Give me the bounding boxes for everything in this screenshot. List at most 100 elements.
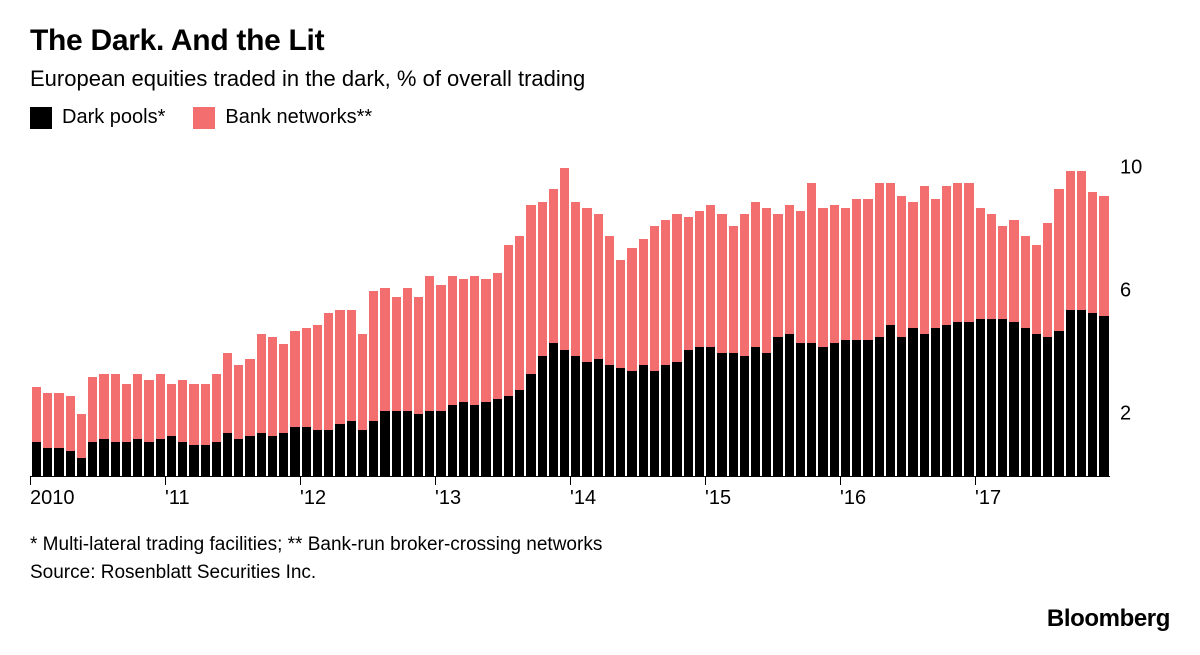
plot-area: 2610 [30, 137, 1110, 477]
bar-segment-dark-pools [841, 340, 850, 476]
bar-segment-bank-networks [785, 205, 794, 334]
bar-segment-bank-networks [1032, 245, 1041, 334]
bar-segment-dark-pools [998, 319, 1007, 476]
bar-segment-bank-networks [841, 208, 850, 341]
bar-segment-bank-networks [751, 202, 760, 347]
bar-segment-bank-networks [549, 189, 558, 343]
bar-segment-dark-pools [560, 350, 569, 476]
bar-segment-bank-networks [335, 310, 344, 424]
bar-segment-dark-pools [538, 356, 547, 476]
bar-segment-bank-networks [684, 217, 693, 350]
bar-segment-bank-networks [392, 297, 401, 411]
bar-column [99, 137, 108, 476]
bar-column [1088, 137, 1097, 476]
bar-segment-dark-pools [931, 328, 940, 476]
bar-column [661, 137, 670, 476]
x-tick-label: '16 [840, 487, 866, 510]
bar-column [234, 137, 243, 476]
swatch-dark-pools [30, 107, 52, 129]
bar-segment-dark-pools [863, 340, 872, 476]
bar-segment-dark-pools [684, 350, 693, 476]
bar-segment-bank-networks [650, 226, 659, 371]
bar-segment-dark-pools [290, 427, 299, 476]
chart-title: The Dark. And the Lit [30, 24, 1170, 58]
bar-segment-dark-pools [830, 343, 839, 476]
x-tick [570, 477, 571, 485]
bar-segment-dark-pools [1043, 337, 1052, 476]
x-tick [975, 477, 976, 485]
bar-segment-bank-networks [347, 310, 356, 421]
bar-segment-dark-pools [88, 442, 97, 476]
bar-segment-dark-pools [661, 365, 670, 476]
x-tick [30, 477, 31, 485]
bar-column [1043, 137, 1052, 476]
bar-column [672, 137, 681, 476]
bar-segment-bank-networks [111, 374, 120, 442]
bar-column [156, 137, 165, 476]
bar-column [448, 137, 457, 476]
bar-segment-dark-pools [964, 322, 973, 476]
bar-segment-dark-pools [167, 436, 176, 476]
bar-segment-bank-networks [369, 291, 378, 420]
bar-column [335, 137, 344, 476]
bar-segment-bank-networks [538, 202, 547, 356]
bar-column [515, 137, 524, 476]
bar-segment-bank-networks [852, 199, 861, 341]
bar-segment-dark-pools [111, 442, 120, 476]
bar-segment-dark-pools [279, 433, 288, 476]
bar-segment-bank-networks [953, 183, 962, 322]
bar-segment-bank-networks [1088, 192, 1097, 312]
bar-column [717, 137, 726, 476]
x-tick-label: '14 [570, 487, 596, 510]
bar-column [245, 137, 254, 476]
bar-segment-bank-networks [987, 214, 996, 319]
bar-column [1032, 137, 1041, 476]
bar-segment-bank-networks [144, 380, 153, 442]
bar-column [729, 137, 738, 476]
brand-logo: Bloomberg [1047, 605, 1170, 633]
bar-segment-bank-networks [133, 374, 142, 439]
bar-segment-bank-networks [695, 211, 704, 347]
legend: Dark pools* Bank networks** [30, 106, 1170, 129]
bar-segment-dark-pools [156, 439, 165, 476]
bar-column [43, 137, 52, 476]
bar-segment-bank-networks [290, 331, 299, 427]
bar-segment-bank-networks [32, 387, 41, 442]
bar-segment-bank-networks [380, 288, 389, 411]
bar-segment-bank-networks [616, 260, 625, 368]
bar-column [964, 137, 973, 476]
bar-segment-dark-pools [875, 337, 884, 476]
bar-segment-dark-pools [1009, 322, 1018, 476]
y-tick-label: 2 [1120, 403, 1160, 426]
bar-column [122, 137, 131, 476]
bar-column [88, 137, 97, 476]
bar-segment-bank-networks [189, 384, 198, 446]
bar-segment-bank-networks [920, 186, 929, 334]
bar-segment-bank-networks [594, 214, 603, 359]
bar-segment-bank-networks [560, 168, 569, 350]
bar-segment-bank-networks [77, 414, 86, 457]
bar-column [470, 137, 479, 476]
bar-column [144, 137, 153, 476]
bar-segment-dark-pools [201, 445, 210, 476]
swatch-bank-networks [193, 107, 215, 129]
bar-column [908, 137, 917, 476]
bar-column [796, 137, 805, 476]
bar-segment-bank-networks [1021, 236, 1030, 328]
x-tick-label: '12 [300, 487, 326, 510]
bars-container [30, 137, 1110, 476]
bar-segment-dark-pools [818, 347, 827, 476]
bar-segment-dark-pools [122, 442, 131, 476]
bar-segment-dark-pools [650, 371, 659, 476]
x-tick [435, 477, 436, 485]
bar-segment-bank-networks [526, 205, 535, 375]
bar-segment-dark-pools [178, 442, 187, 476]
bar-segment-dark-pools [459, 402, 468, 476]
bar-segment-bank-networks [43, 393, 52, 448]
bar-segment-bank-networks [99, 374, 108, 439]
bar-column [863, 137, 872, 476]
bar-column [223, 137, 232, 476]
bar-column [178, 137, 187, 476]
bar-segment-bank-networks [493, 273, 502, 399]
bar-segment-bank-networks [1054, 189, 1063, 331]
